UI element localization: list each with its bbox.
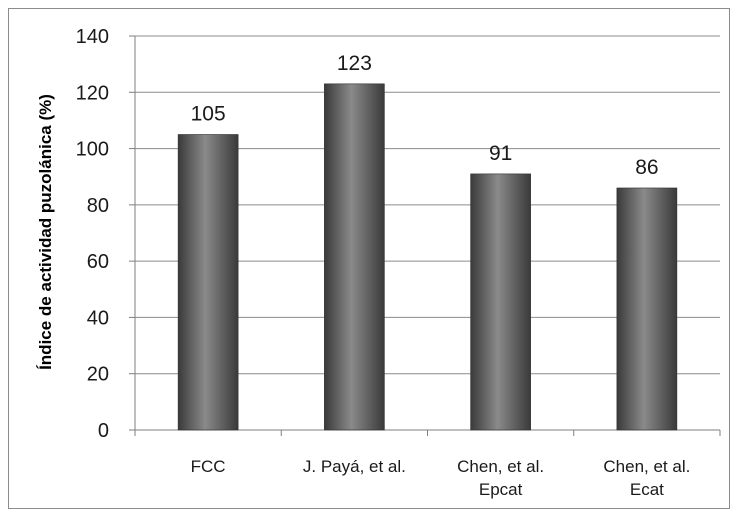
y-tick-label: 100 xyxy=(76,139,109,161)
labels: 0 20 40 60 80 100 120 140 105 FCC 123 J. Payá, et a… xyxy=(76,26,691,499)
y-tick-label: 40 xyxy=(87,307,109,329)
y-tick-label: 60 xyxy=(87,251,109,273)
x-category-label: Ecat xyxy=(630,480,664,499)
data-label: 91 xyxy=(489,142,512,165)
bar xyxy=(616,187,678,431)
y-tick-label: 140 xyxy=(76,26,109,48)
bar xyxy=(324,83,385,431)
data-label: 86 xyxy=(635,156,658,179)
x-category-label: J. Payá, et al. xyxy=(303,457,406,476)
bar xyxy=(470,173,531,431)
y-tick-label: 120 xyxy=(76,82,109,104)
y-axis-title: Índice de actividad puzolánica (%) xyxy=(36,94,55,370)
y-tick-label: 0 xyxy=(98,420,109,442)
bar xyxy=(177,134,239,431)
x-category-label: Chen, et al. xyxy=(603,457,690,476)
data-label: 123 xyxy=(337,52,372,75)
y-tick-label: 20 xyxy=(87,364,109,386)
x-category-label: Chen, et al. xyxy=(457,457,544,476)
y-tick-label: 80 xyxy=(87,195,109,217)
x-category-label: FCC xyxy=(191,457,226,476)
data-label: 105 xyxy=(191,103,226,126)
x-category-label: Epcat xyxy=(479,480,523,499)
bars xyxy=(177,83,678,431)
